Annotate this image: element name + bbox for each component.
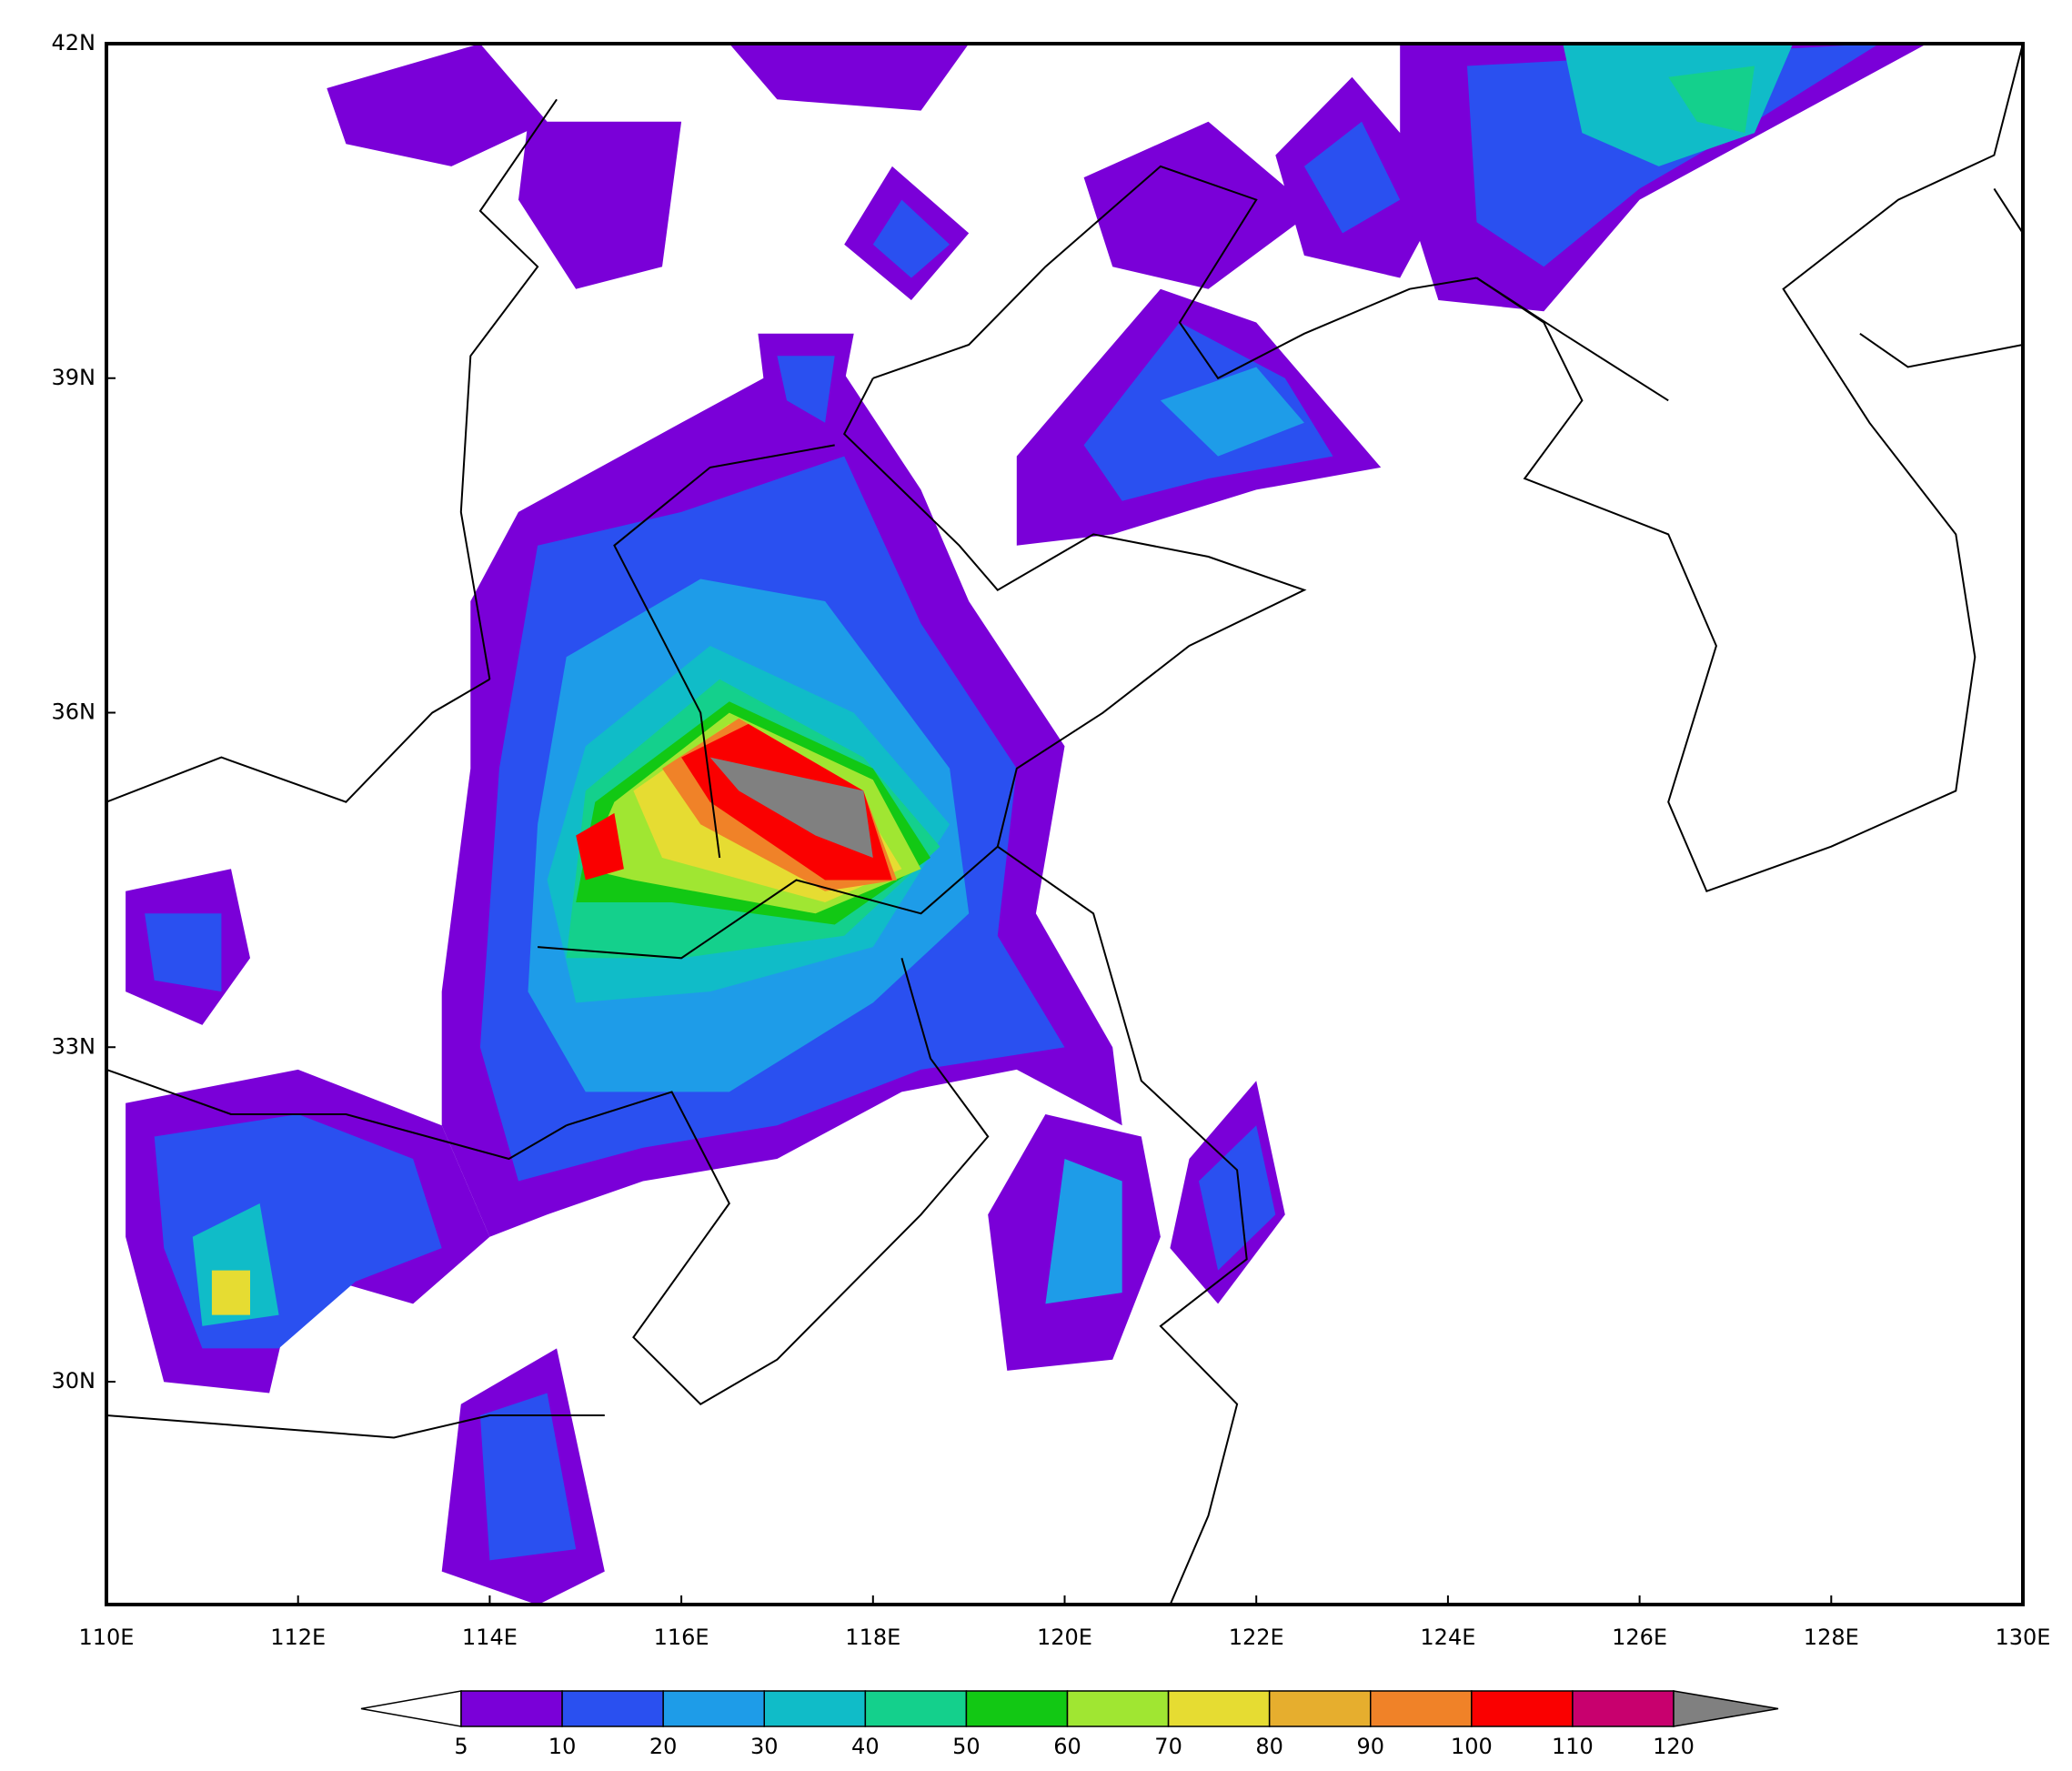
- colorbar-label: 50: [952, 1734, 981, 1759]
- precip-contour: [518, 121, 682, 289]
- boundaries: [106, 44, 2023, 1605]
- lon-label: 124E: [1420, 1625, 1475, 1650]
- colorbar-box: [763, 1690, 867, 1727]
- precip-contour: [1668, 65, 1755, 134]
- precip-contour: [777, 356, 835, 423]
- lat-label: 42N: [52, 30, 96, 55]
- map-frame: [105, 42, 2025, 1606]
- lat-label: 36N: [52, 699, 96, 725]
- colorbar-box: [1167, 1690, 1271, 1727]
- colorbar-box: [460, 1690, 563, 1727]
- precip-contour: [1303, 121, 1401, 234]
- colorbar-label: 5: [454, 1734, 468, 1759]
- colorbar-label: 40: [851, 1734, 880, 1759]
- boundary-line: [106, 1068, 568, 1161]
- precip-field: [126, 44, 1927, 1605]
- lon-label: 130E: [1996, 1625, 2051, 1650]
- precip-contour: [145, 913, 222, 992]
- precip-contour: [709, 757, 873, 858]
- lon-label: 114E: [462, 1625, 518, 1650]
- boundary-line: [1993, 187, 2023, 234]
- lon-label: 118E: [845, 1625, 900, 1650]
- precip-contour: [211, 1270, 250, 1315]
- colorbar-box: [662, 1690, 766, 1727]
- boundary-line: [106, 1414, 605, 1439]
- lon-label: 126E: [1612, 1625, 1667, 1650]
- precip-contour: [1199, 1125, 1276, 1271]
- colorbar-box: [1572, 1690, 1675, 1727]
- precip-contour: [327, 44, 548, 166]
- lat-label: 30N: [52, 1368, 96, 1394]
- colorbar-label: 70: [1154, 1734, 1182, 1759]
- colorbar-box: [864, 1690, 968, 1727]
- lat-label: 33N: [52, 1033, 96, 1059]
- boundary-line: [842, 377, 1307, 1605]
- colorbar-label: 10: [548, 1734, 577, 1759]
- boundary-line: [1475, 44, 2023, 893]
- precip-contour: [872, 199, 951, 278]
- precip-contour: [729, 44, 970, 111]
- colorbar-over-arrow: [1673, 1690, 1779, 1727]
- precip-contour: [1160, 367, 1304, 457]
- precip-contour: [1045, 1159, 1122, 1304]
- lon-label: 112E: [270, 1625, 326, 1650]
- colorbar-label: 30: [750, 1734, 779, 1759]
- colorbar-label: 20: [649, 1734, 678, 1759]
- lon-label: 110E: [79, 1625, 135, 1650]
- colorbar-label: 100: [1451, 1734, 1493, 1759]
- precip-contour: [576, 812, 624, 880]
- colorbar-under-arrow: [360, 1690, 462, 1727]
- lon-label: 122E: [1229, 1625, 1284, 1650]
- lon-label: 128E: [1804, 1625, 1859, 1650]
- boundary-line: [566, 958, 990, 1405]
- colorbar-label: 90: [1356, 1734, 1384, 1759]
- lon-label: 116E: [654, 1625, 709, 1650]
- colorbar-label: 60: [1053, 1734, 1081, 1759]
- boundary-line: [1859, 332, 2023, 368]
- boundary-line: [1475, 277, 1669, 402]
- boundary-line: [872, 165, 1477, 380]
- boundary-line: [459, 98, 558, 679]
- boundary-line: [613, 444, 835, 859]
- boundary-line: [106, 678, 490, 803]
- boundary-line: [538, 845, 999, 960]
- colorbar-box: [1471, 1690, 1574, 1727]
- colorbar-label: 120: [1653, 1734, 1695, 1759]
- colorbar-box: [1268, 1690, 1372, 1727]
- colorbar-box: [1066, 1690, 1170, 1727]
- precip-contour: [479, 1393, 577, 1561]
- lon-label: 120E: [1037, 1625, 1092, 1650]
- lat-label: 39N: [52, 365, 96, 390]
- precip-contour: [1083, 121, 1314, 289]
- colorbar-box: [1370, 1690, 1473, 1727]
- colorbar-label: 80: [1255, 1734, 1283, 1759]
- colorbar-box: [965, 1690, 1069, 1727]
- colorbar-label: 110: [1552, 1734, 1594, 1759]
- colorbar-box: [561, 1690, 664, 1727]
